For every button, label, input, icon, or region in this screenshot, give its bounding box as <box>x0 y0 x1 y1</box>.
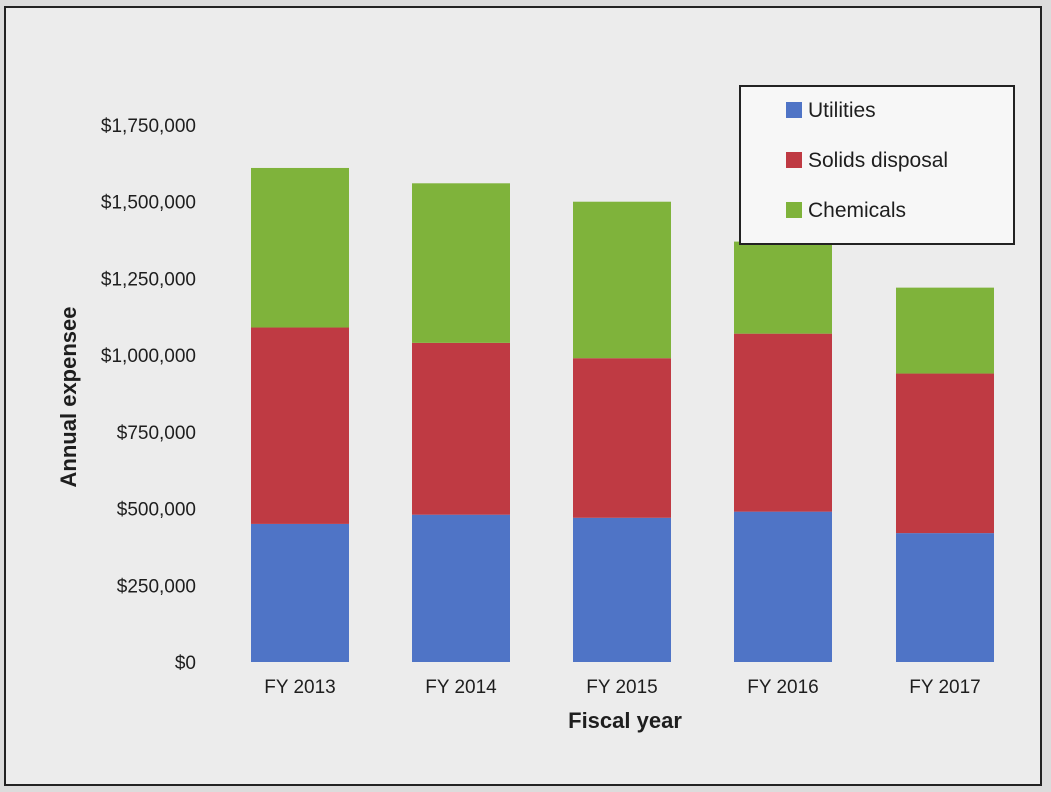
bar-segment <box>734 333 832 512</box>
legend-swatch <box>786 202 802 218</box>
bar-segment <box>251 167 349 328</box>
y-axis-ticks: $0 $250,000 $500,000 $750,000 $1,000,000 $1,2… <box>101 116 196 674</box>
bar-segment <box>573 201 671 359</box>
y-tick-label: $0 <box>175 653 196 674</box>
bar-segment <box>896 287 994 374</box>
x-tick-label: FY 2015 <box>586 677 657 698</box>
y-tick-label: $1,500,000 <box>101 193 196 214</box>
bar-segment <box>896 373 994 534</box>
bar-segment <box>412 342 510 515</box>
bar-segment <box>412 183 510 343</box>
bar-segment <box>734 241 832 334</box>
bar-segment <box>734 511 832 662</box>
y-tick-label: $500,000 <box>117 500 196 521</box>
y-tick-label: $1,750,000 <box>101 116 196 137</box>
bar-segment <box>573 358 671 518</box>
legend-box <box>739 85 1015 245</box>
x-tick-label: FY 2016 <box>747 677 818 698</box>
bar-segment <box>251 523 349 662</box>
legend-label: Chemicals <box>808 199 906 222</box>
x-axis-title: Fiscal year <box>568 708 682 733</box>
bar-segment <box>896 533 994 662</box>
bars-group <box>251 167 994 662</box>
x-tick-label: FY 2013 <box>264 677 335 698</box>
legend: Utilities Solids disposal Chemicals <box>739 85 1015 245</box>
x-tick-label: FY 2017 <box>909 677 980 698</box>
x-tick-label: FY 2014 <box>425 677 497 698</box>
bar-segment <box>412 514 510 662</box>
y-tick-label: $250,000 <box>117 576 196 597</box>
bar-segment <box>573 517 671 662</box>
y-axis-title: Annual expensee <box>56 307 81 488</box>
legend-swatch <box>786 102 802 118</box>
x-axis-ticks: FY 2013 FY 2014 FY 2015 FY 2016 FY 2017 <box>264 677 980 698</box>
y-tick-label: $750,000 <box>117 423 196 444</box>
y-tick-label: $1,250,000 <box>101 269 196 290</box>
legend-label: Utilities <box>808 99 876 122</box>
legend-label: Solids disposal <box>808 149 948 172</box>
bar-segment <box>251 327 349 524</box>
legend-swatch <box>786 152 802 168</box>
y-tick-label: $1,000,000 <box>101 346 196 367</box>
